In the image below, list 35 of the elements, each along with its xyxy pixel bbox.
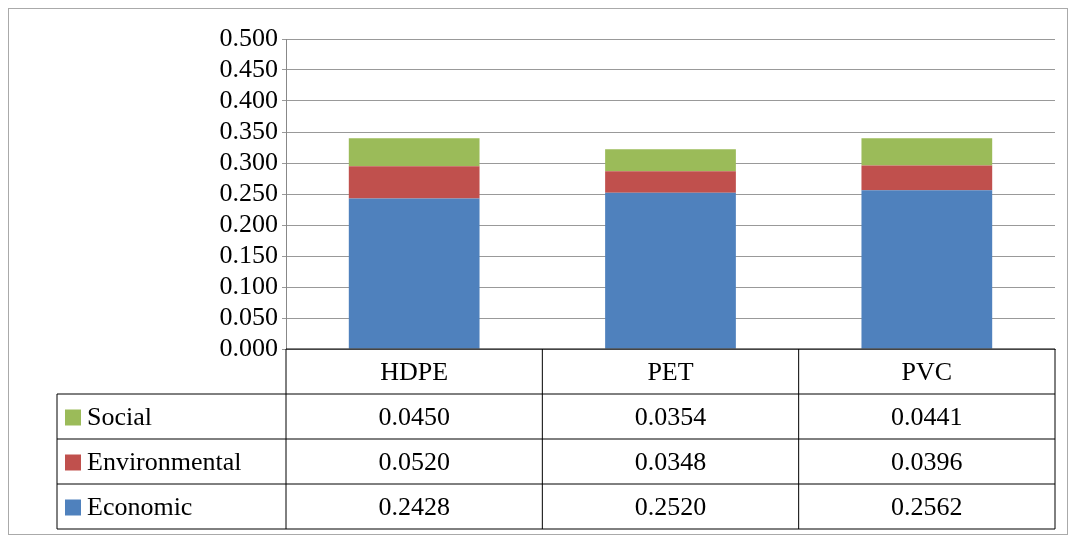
y-tick-label: 0.350: [219, 115, 278, 145]
data-label: 0.0450: [378, 402, 450, 432]
data-label: 0.2562: [891, 492, 963, 522]
data-label: 0.0348: [634, 447, 707, 477]
bar: [861, 138, 993, 166]
bar: [348, 166, 480, 199]
bar: [605, 171, 736, 193]
y-tick-label: 0.200: [219, 208, 278, 238]
bar: [348, 198, 480, 349]
legend-label: Environmental: [87, 447, 242, 477]
bar: [861, 165, 993, 191]
x-tick-label: HDPE: [380, 357, 449, 387]
y-tick-label: 0.100: [219, 270, 278, 300]
y-tick-label: 0.500: [219, 22, 278, 52]
y-tick-label: 0.050: [219, 301, 278, 331]
data-label: 0.0441: [891, 402, 963, 432]
data-label: 0.0520: [378, 447, 450, 477]
legend-label: Social: [87, 402, 152, 432]
data-label: 0.0396: [891, 447, 963, 477]
x-tick-label: PVC: [901, 357, 953, 387]
y-tick-label: 0.250: [219, 177, 278, 207]
y-tick-label: 0.450: [219, 53, 278, 83]
y-tick-label: 0.400: [219, 84, 278, 114]
y-tick-label: 0.000: [219, 332, 278, 362]
x-tick-label: PET: [647, 357, 694, 387]
y-tick-label: 0.300: [219, 146, 278, 176]
data-label: 0.0354: [634, 402, 707, 432]
bar: [861, 190, 993, 349]
data-label: 0.2428: [378, 492, 450, 522]
bar: [348, 138, 480, 167]
legend-label: Economic: [87, 492, 193, 522]
data-label: 0.2520: [634, 492, 707, 522]
y-tick-label: 0.150: [219, 239, 278, 269]
bar: [605, 192, 736, 349]
bar: [605, 149, 736, 172]
